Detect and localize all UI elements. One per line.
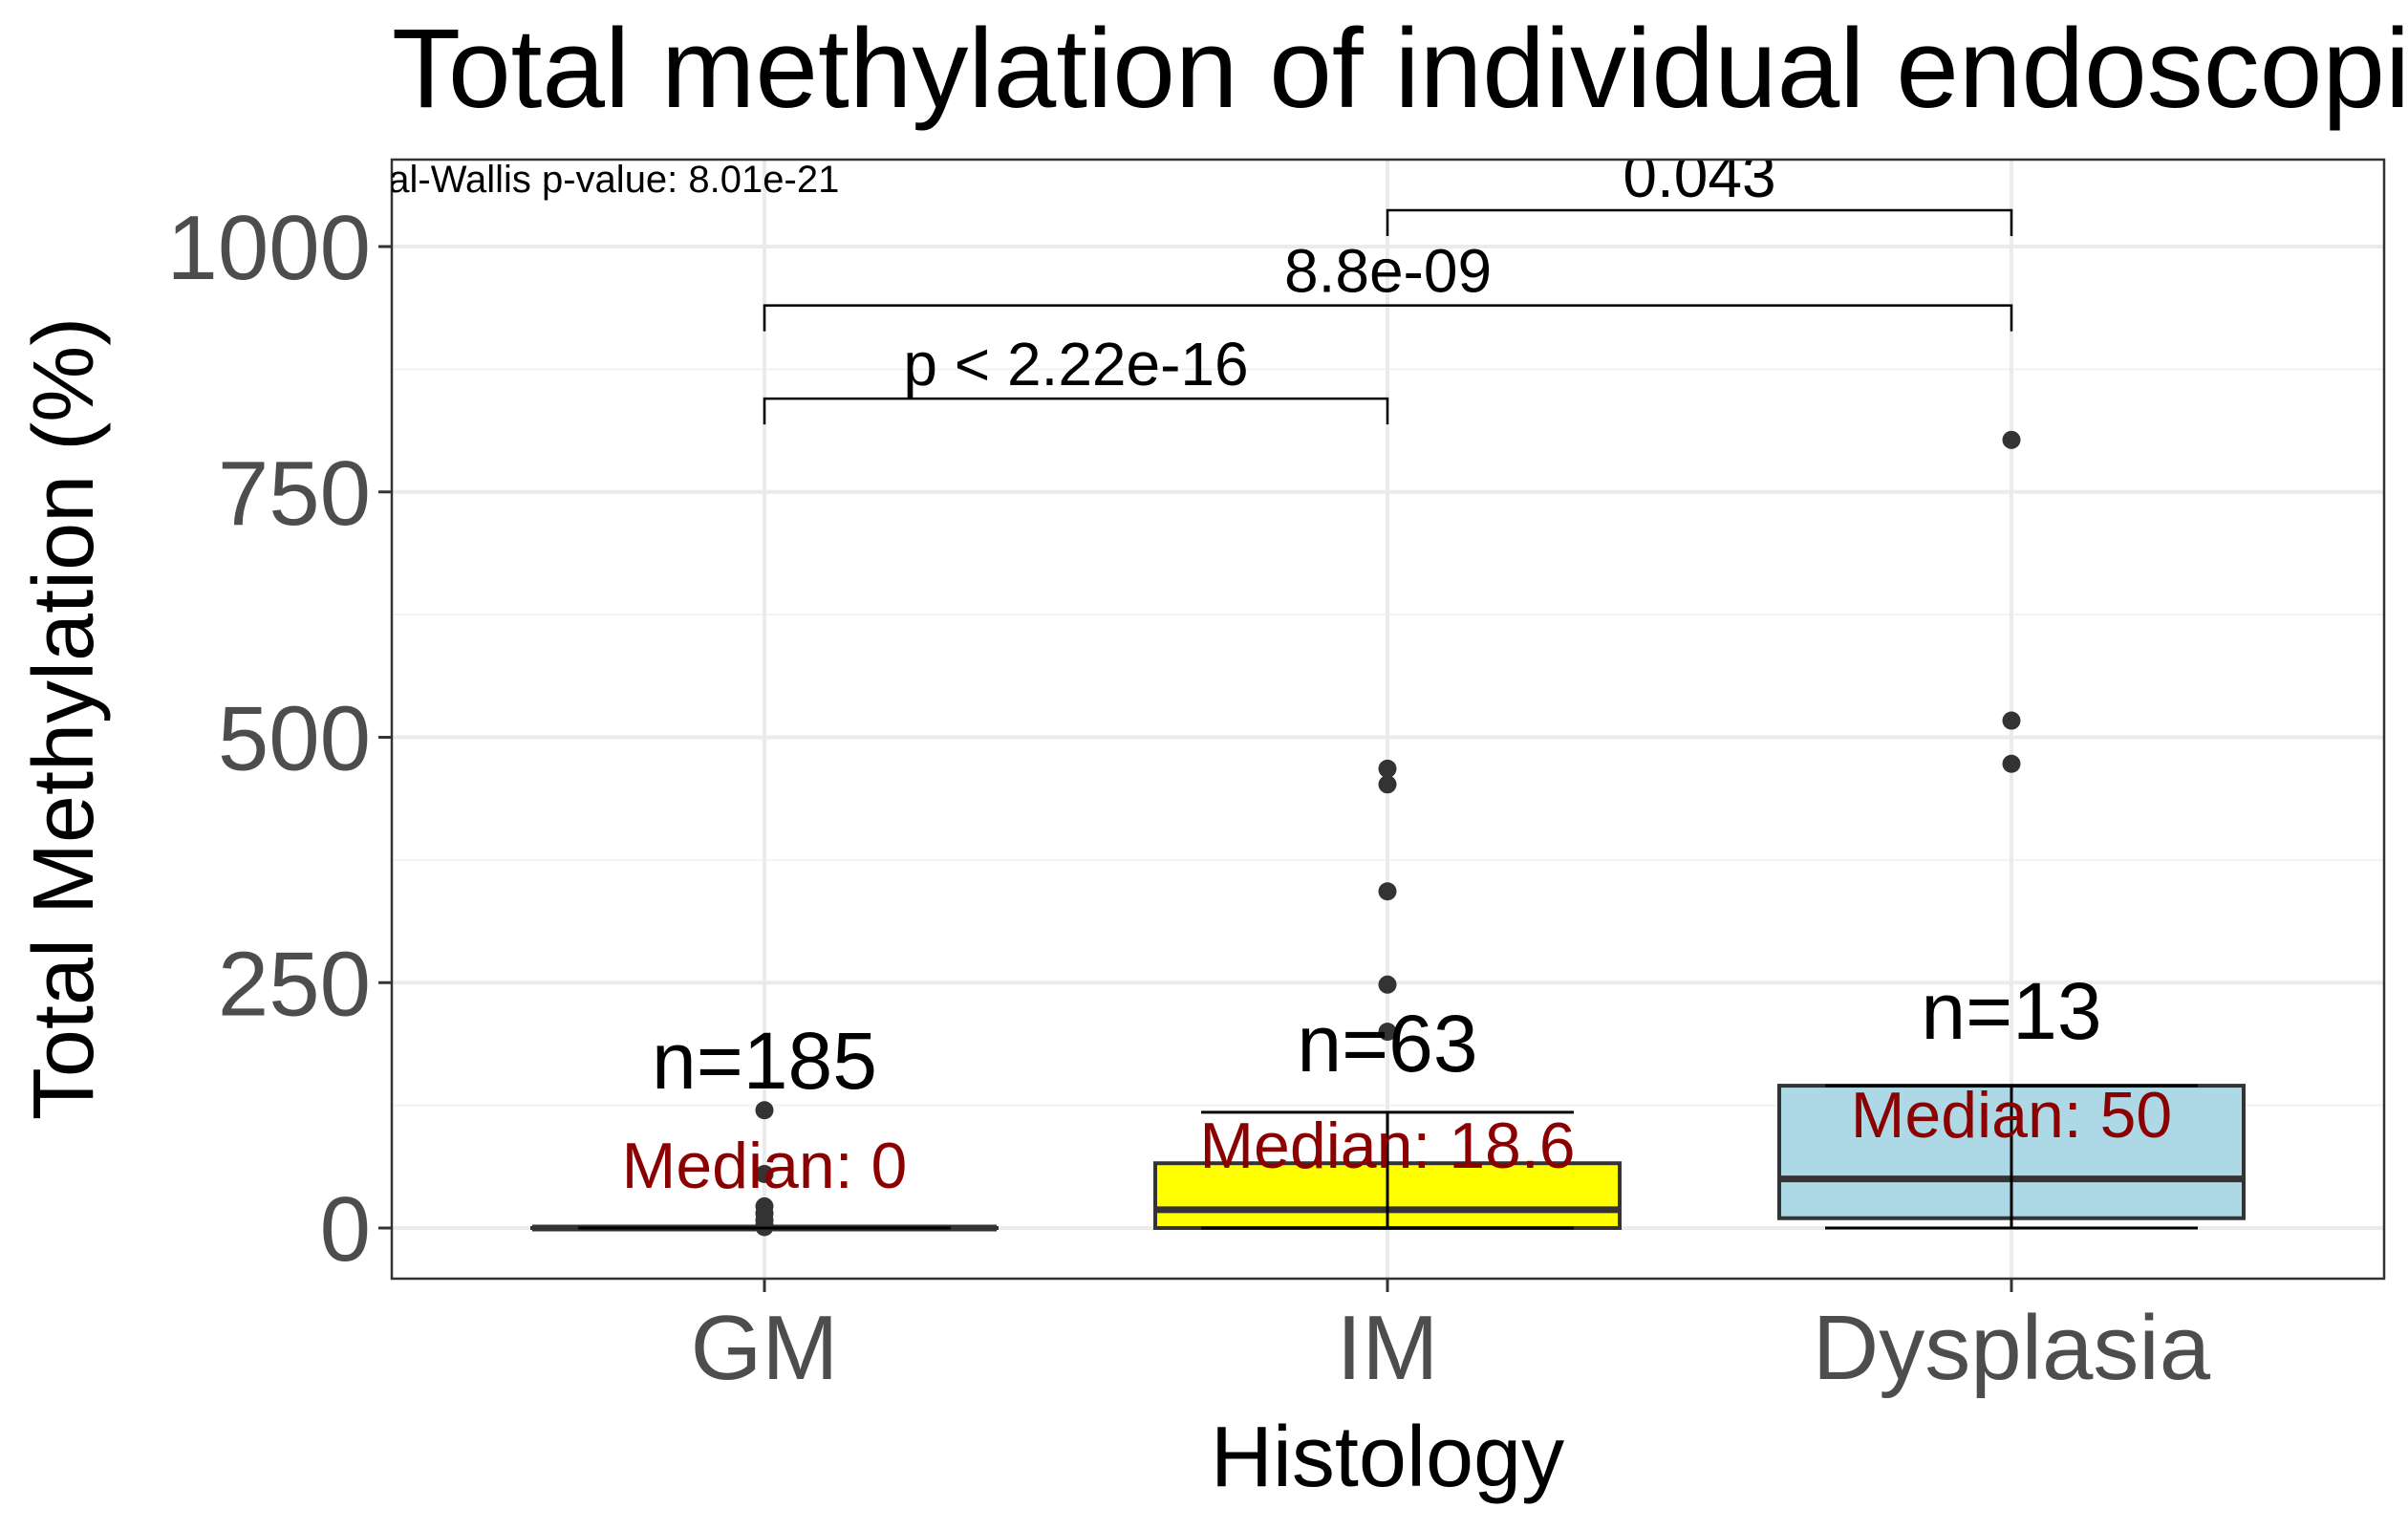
bracket-line bbox=[763, 397, 1389, 425]
x-axis: GM IM Dysplasia bbox=[691, 1279, 2211, 1399]
outlier-point bbox=[755, 1165, 774, 1184]
p-value-label: 8.8e-09 bbox=[1284, 237, 1492, 306]
kruskal-wallis-label: Kruskal-Wallis p-value: 8.01e-21 bbox=[290, 159, 839, 201]
significance-bracket: p < 2.22e-16 bbox=[763, 330, 1389, 425]
outlier-point bbox=[2002, 754, 2021, 773]
y-tick-label: 750 bbox=[218, 442, 371, 545]
x-tick-label: IM bbox=[1337, 1297, 1439, 1399]
bracket-line bbox=[763, 304, 2013, 332]
y-axis-title: Total Methylation (%) bbox=[16, 317, 112, 1120]
outlier-point bbox=[1378, 759, 1397, 778]
outlier-point bbox=[2002, 430, 2021, 449]
p-value-label: p < 2.22e-16 bbox=[903, 330, 1248, 399]
plot-area: n=185 Median: 0 n=63 Median: 18.6 n=13 Median… bbox=[530, 141, 2246, 1237]
n-count-label: n=13 bbox=[1921, 966, 2101, 1056]
outlier-point bbox=[2002, 711, 2021, 730]
y-tick-label: 500 bbox=[218, 688, 371, 790]
y-tick-label: 250 bbox=[218, 933, 371, 1035]
significance-bracket: 8.8e-09 bbox=[763, 237, 2013, 332]
y-tick-label: 1000 bbox=[166, 197, 371, 299]
outlier-point bbox=[1378, 1023, 1397, 1042]
y-tick-label: 0 bbox=[320, 1178, 371, 1281]
box-group bbox=[1777, 430, 2246, 1230]
median-label: Median: 18.6 bbox=[1199, 1110, 1575, 1182]
outlier-point bbox=[1378, 975, 1397, 994]
median-label: Median: 0 bbox=[622, 1130, 908, 1202]
n-count-label: n=185 bbox=[652, 1016, 877, 1106]
p-value-label: 0.043 bbox=[1623, 141, 1775, 210]
median-label: Median: 50 bbox=[1851, 1079, 2172, 1152]
box-group bbox=[1153, 759, 1622, 1231]
gridlines bbox=[392, 160, 2384, 1279]
y-axis: 0 250 500 750 1000 bbox=[166, 197, 392, 1281]
outlier-point bbox=[1378, 775, 1397, 794]
x-axis-title: Histology bbox=[1211, 1410, 1564, 1505]
x-tick-label: Dysplasia bbox=[1813, 1297, 2211, 1399]
bracket-line bbox=[1386, 208, 2013, 237]
box-group bbox=[530, 1101, 999, 1237]
chart-title: Total methylation of individual endoscop… bbox=[392, 6, 2408, 132]
n-count-label: n=63 bbox=[1297, 999, 1477, 1088]
outlier-point bbox=[1378, 882, 1397, 901]
outlier-point bbox=[755, 1101, 774, 1120]
x-tick-label: GM bbox=[691, 1297, 839, 1399]
significance-bracket: 0.043 bbox=[1386, 141, 2013, 237]
